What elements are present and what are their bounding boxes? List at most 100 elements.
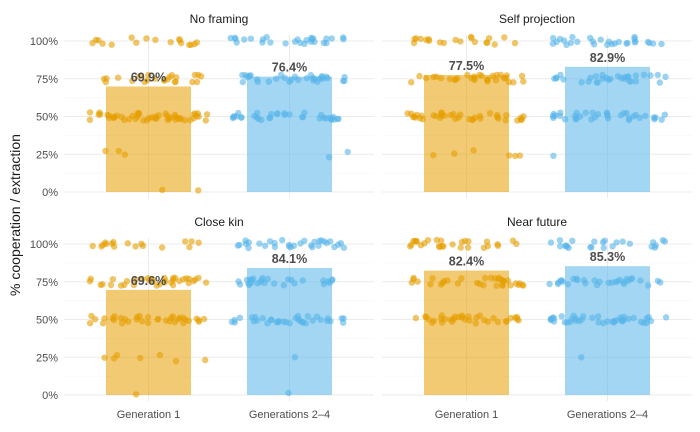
data-point [599, 239, 607, 246]
data-point [632, 78, 640, 85]
data-point [597, 36, 604, 43]
data-point [513, 240, 520, 247]
data-point [87, 275, 95, 282]
data-point [626, 240, 633, 247]
data-point [253, 76, 261, 83]
y-tick-label: 25% [36, 149, 58, 161]
data-point [191, 71, 199, 79]
data-point [413, 238, 420, 245]
data-point [245, 244, 252, 252]
data-point [487, 274, 495, 281]
data-point [604, 115, 612, 122]
data-point [627, 78, 635, 85]
data-point [266, 114, 273, 121]
data-point [259, 314, 266, 322]
data-point [161, 274, 168, 282]
data-point [281, 74, 288, 82]
data-point [662, 73, 669, 81]
data-point [429, 275, 436, 282]
data-point [501, 34, 508, 41]
y-tick-label: 0% [42, 187, 58, 199]
y-tick-label: 25% [36, 352, 58, 364]
data-point [623, 109, 630, 117]
data-point [86, 109, 94, 116]
data-point [511, 39, 519, 47]
data-point [107, 281, 115, 289]
data-point [182, 238, 189, 245]
bar [565, 66, 650, 192]
data-point [578, 79, 585, 86]
data-point [203, 111, 211, 118]
data-point [250, 318, 258, 325]
data-point [556, 35, 564, 43]
data-point [108, 41, 115, 48]
data-point [109, 315, 117, 322]
data-point [288, 276, 295, 284]
bar [424, 270, 509, 395]
data-point [171, 111, 178, 119]
data-point [447, 316, 454, 323]
bar-value-label: 85.3% [590, 250, 625, 264]
data-point [172, 358, 180, 365]
data-point [600, 320, 607, 327]
data-point [554, 280, 562, 288]
data-point [181, 117, 188, 124]
data-point [231, 34, 239, 41]
data-point [494, 113, 501, 121]
bar [247, 268, 332, 395]
data-point [595, 313, 602, 320]
data-point [99, 320, 107, 327]
data-point [275, 318, 282, 326]
data-point [144, 314, 152, 321]
data-point [588, 116, 595, 123]
data-point [202, 279, 210, 286]
data-point [437, 75, 445, 82]
data-point [340, 36, 347, 43]
bar [424, 74, 509, 192]
data-point [617, 112, 625, 119]
data-point [186, 243, 193, 251]
data-point [280, 282, 288, 289]
data-point [506, 152, 513, 159]
data-point [516, 280, 523, 287]
data-point [172, 116, 179, 123]
data-point [101, 315, 108, 322]
data-point [451, 150, 458, 157]
data-point [186, 275, 193, 283]
data-point [121, 151, 128, 158]
data-point [311, 238, 318, 245]
bar-value-label: 82.4% [449, 255, 484, 269]
data-point [291, 354, 299, 361]
data-point [546, 280, 553, 288]
data-point [307, 38, 315, 45]
data-point [341, 73, 348, 81]
data-point [299, 113, 306, 121]
data-point [457, 244, 464, 251]
data-point [265, 78, 272, 85]
data-point [257, 278, 264, 286]
data-point [564, 281, 572, 288]
data-point [657, 279, 664, 286]
data-point [561, 116, 569, 123]
data-point [547, 239, 555, 246]
data-point [113, 352, 121, 359]
y-tick-label: 50% [36, 112, 58, 124]
data-point [161, 77, 168, 84]
data-point [504, 277, 512, 284]
data-point [548, 315, 555, 323]
data-point [102, 147, 109, 155]
data-point [608, 40, 616, 48]
data-point [328, 35, 335, 42]
data-point [473, 314, 480, 321]
data-point [576, 317, 583, 325]
data-point [167, 39, 174, 46]
data-point [99, 241, 107, 249]
data-point [109, 276, 117, 283]
data-point [294, 36, 301, 43]
data-point [551, 112, 559, 119]
data-point [620, 280, 628, 288]
bar-value-label: 76.4% [272, 61, 307, 75]
data-point [176, 277, 183, 285]
data-point [323, 317, 331, 325]
data-point [299, 277, 306, 284]
